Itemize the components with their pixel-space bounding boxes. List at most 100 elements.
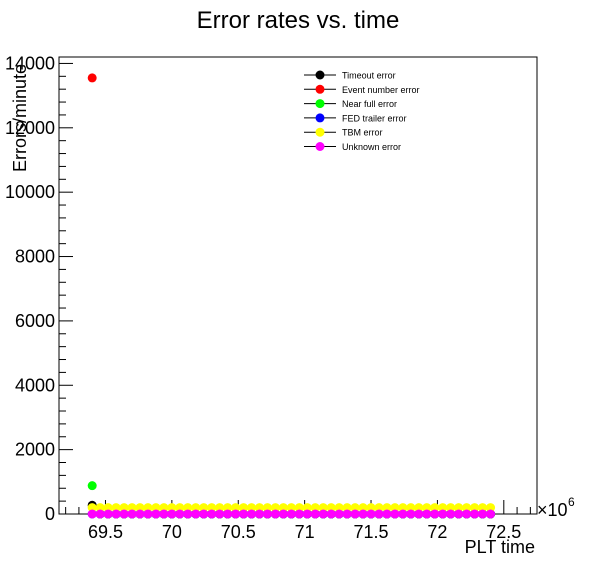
data-point xyxy=(486,503,496,513)
data-point xyxy=(223,509,233,519)
data-point xyxy=(175,503,185,513)
data-point xyxy=(358,509,368,519)
legend-marker xyxy=(315,113,325,123)
x-axis-multiplier-base: ×10 xyxy=(537,500,568,520)
data-point xyxy=(462,503,472,513)
data-point xyxy=(390,503,400,513)
data-point xyxy=(87,509,97,519)
data-point xyxy=(207,503,217,513)
data-point xyxy=(406,509,416,519)
data-point xyxy=(446,503,456,513)
legend-marker xyxy=(315,142,325,151)
legend-label: Unknown error xyxy=(342,142,401,152)
data-point xyxy=(302,509,312,519)
data-point xyxy=(406,503,416,513)
data-point xyxy=(111,509,121,519)
data-point xyxy=(151,503,161,513)
legend-marker xyxy=(315,70,325,80)
data-point xyxy=(286,509,296,519)
x-tick-label: 69.5 xyxy=(88,522,123,542)
data-point xyxy=(183,503,193,513)
data-point xyxy=(191,503,201,513)
data-point xyxy=(446,509,456,519)
data-point xyxy=(430,503,440,513)
data-point xyxy=(374,509,384,519)
data-point xyxy=(382,503,392,513)
data-point xyxy=(215,509,225,519)
legend-label: Event number error xyxy=(342,85,420,95)
data-point xyxy=(270,509,280,519)
data-point xyxy=(183,509,193,519)
x-axis-multiplier: ×10 6 xyxy=(537,495,575,520)
data-point xyxy=(318,503,328,513)
data-point xyxy=(199,509,209,519)
data-point xyxy=(294,509,304,519)
chart-title: Error rates vs. time xyxy=(197,7,400,34)
data-point xyxy=(135,503,145,513)
series-unknown-error xyxy=(87,509,496,519)
data-point xyxy=(390,509,400,519)
data-point xyxy=(262,509,272,519)
data-point xyxy=(231,503,241,513)
data-point xyxy=(486,509,496,519)
y-tick-label: 14000 xyxy=(5,53,55,73)
x-tick-label: 72.5 xyxy=(486,522,521,542)
legend-marker xyxy=(315,84,325,94)
data-point xyxy=(262,503,272,513)
data-point xyxy=(414,509,424,519)
data-point xyxy=(119,509,129,519)
data-point xyxy=(254,503,264,513)
data-point xyxy=(294,503,304,513)
data-point xyxy=(366,509,376,519)
y-axis: 0 2000 4000 6000 8000 10000 12000 14000 xyxy=(5,53,73,524)
data-point xyxy=(87,73,97,83)
data-point xyxy=(111,503,121,513)
data-point xyxy=(175,509,185,519)
data-point xyxy=(310,503,320,513)
data-point xyxy=(438,509,448,519)
y-tick-label: 10000 xyxy=(5,182,55,202)
data-point xyxy=(119,503,129,513)
data-point xyxy=(278,503,288,513)
x-axis-multiplier-exponent: 6 xyxy=(568,495,575,509)
data-point xyxy=(207,509,217,519)
data-point xyxy=(239,509,249,519)
data-point xyxy=(398,509,408,519)
data-point xyxy=(350,509,360,519)
legend-item: Unknown error xyxy=(304,142,401,152)
data-point xyxy=(454,509,464,519)
series-tbm-error xyxy=(87,503,496,513)
data-point xyxy=(302,503,312,513)
data-point xyxy=(127,503,137,513)
y-axis-title: Errors/minute xyxy=(10,64,30,172)
legend-item: Event number error xyxy=(304,84,420,95)
data-point xyxy=(191,509,201,519)
x-tick-label: 70 xyxy=(162,522,182,542)
data-point xyxy=(151,509,161,519)
x-tick-label: 71.5 xyxy=(354,522,389,542)
data-point xyxy=(326,503,336,513)
x-tick-label: 72 xyxy=(427,522,447,542)
data-point xyxy=(398,503,408,513)
data-point xyxy=(438,503,448,513)
x-tick-label: 71 xyxy=(295,522,315,542)
data-point xyxy=(478,503,488,513)
data-point xyxy=(414,503,424,513)
data-point xyxy=(167,503,177,513)
data-point xyxy=(350,503,360,513)
data-point xyxy=(127,509,137,519)
data-point xyxy=(470,503,480,513)
data-markers xyxy=(87,73,496,519)
data-point xyxy=(103,509,113,519)
data-point xyxy=(270,503,280,513)
data-point xyxy=(342,509,352,519)
legend-label: Timeout error xyxy=(342,71,396,81)
data-point xyxy=(454,503,464,513)
data-point xyxy=(254,509,264,519)
x-axis: 69.5 70 70.5 71 71.5 72 72.5 xyxy=(65,500,531,542)
legend-label: FED trailer error xyxy=(342,113,407,123)
data-point xyxy=(430,509,440,519)
data-point xyxy=(95,503,105,513)
